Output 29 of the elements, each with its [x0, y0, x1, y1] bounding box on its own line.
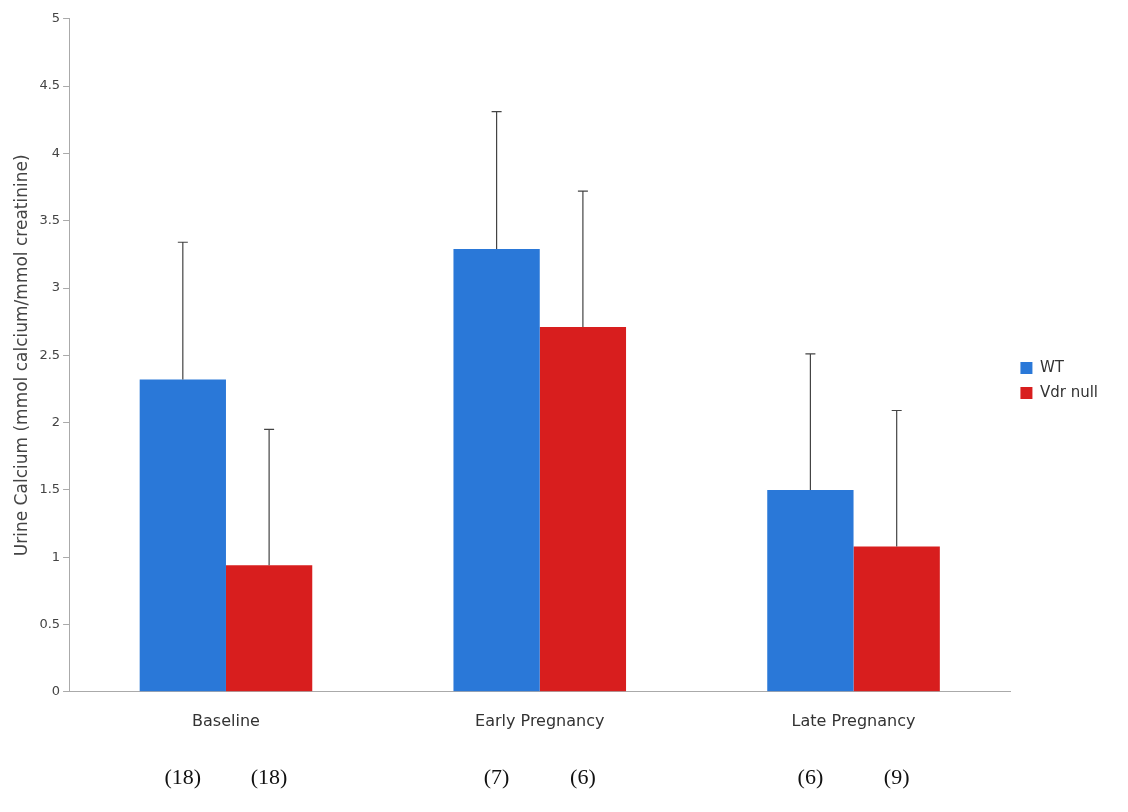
text: (7): [483, 763, 510, 789]
bar: [139, 379, 226, 692]
bar: [767, 489, 854, 692]
text: (6): [570, 763, 596, 789]
text: (9): [883, 763, 910, 789]
bar: [853, 546, 940, 692]
y-tick-label: 4: [51, 144, 61, 160]
y-tick-label: 2: [51, 413, 61, 429]
y-tick-label: 2.5: [39, 346, 61, 362]
y-tick-label: 1.5: [39, 481, 61, 497]
y-tick-label: 1: [51, 548, 61, 564]
y-tick-label: 3: [51, 279, 61, 295]
bar: [539, 327, 627, 692]
legend-label: WT: [1039, 357, 1065, 376]
bar: [453, 248, 540, 692]
bar: [225, 565, 313, 692]
x-tick-label: Baseline: [192, 710, 260, 730]
y-tick-label: 0.5: [39, 615, 61, 631]
text: (18): [250, 763, 288, 789]
y-tick-label: 5: [51, 10, 61, 26]
x-tick-label: Late Pregnancy: [791, 710, 916, 730]
y-tick-label: 0: [51, 683, 61, 699]
y-axis-title: Urine Calcium (mmol calcium/mmol creatinine): [10, 154, 31, 557]
text: (18): [164, 763, 202, 789]
legend-label: Vdr null: [1039, 382, 1099, 401]
y-tick-label: 4.5: [39, 77, 61, 93]
text: (6): [797, 763, 824, 789]
x-tick-label: Early Pregnancy: [475, 710, 605, 730]
y-tick-label: 3.5: [39, 212, 61, 228]
